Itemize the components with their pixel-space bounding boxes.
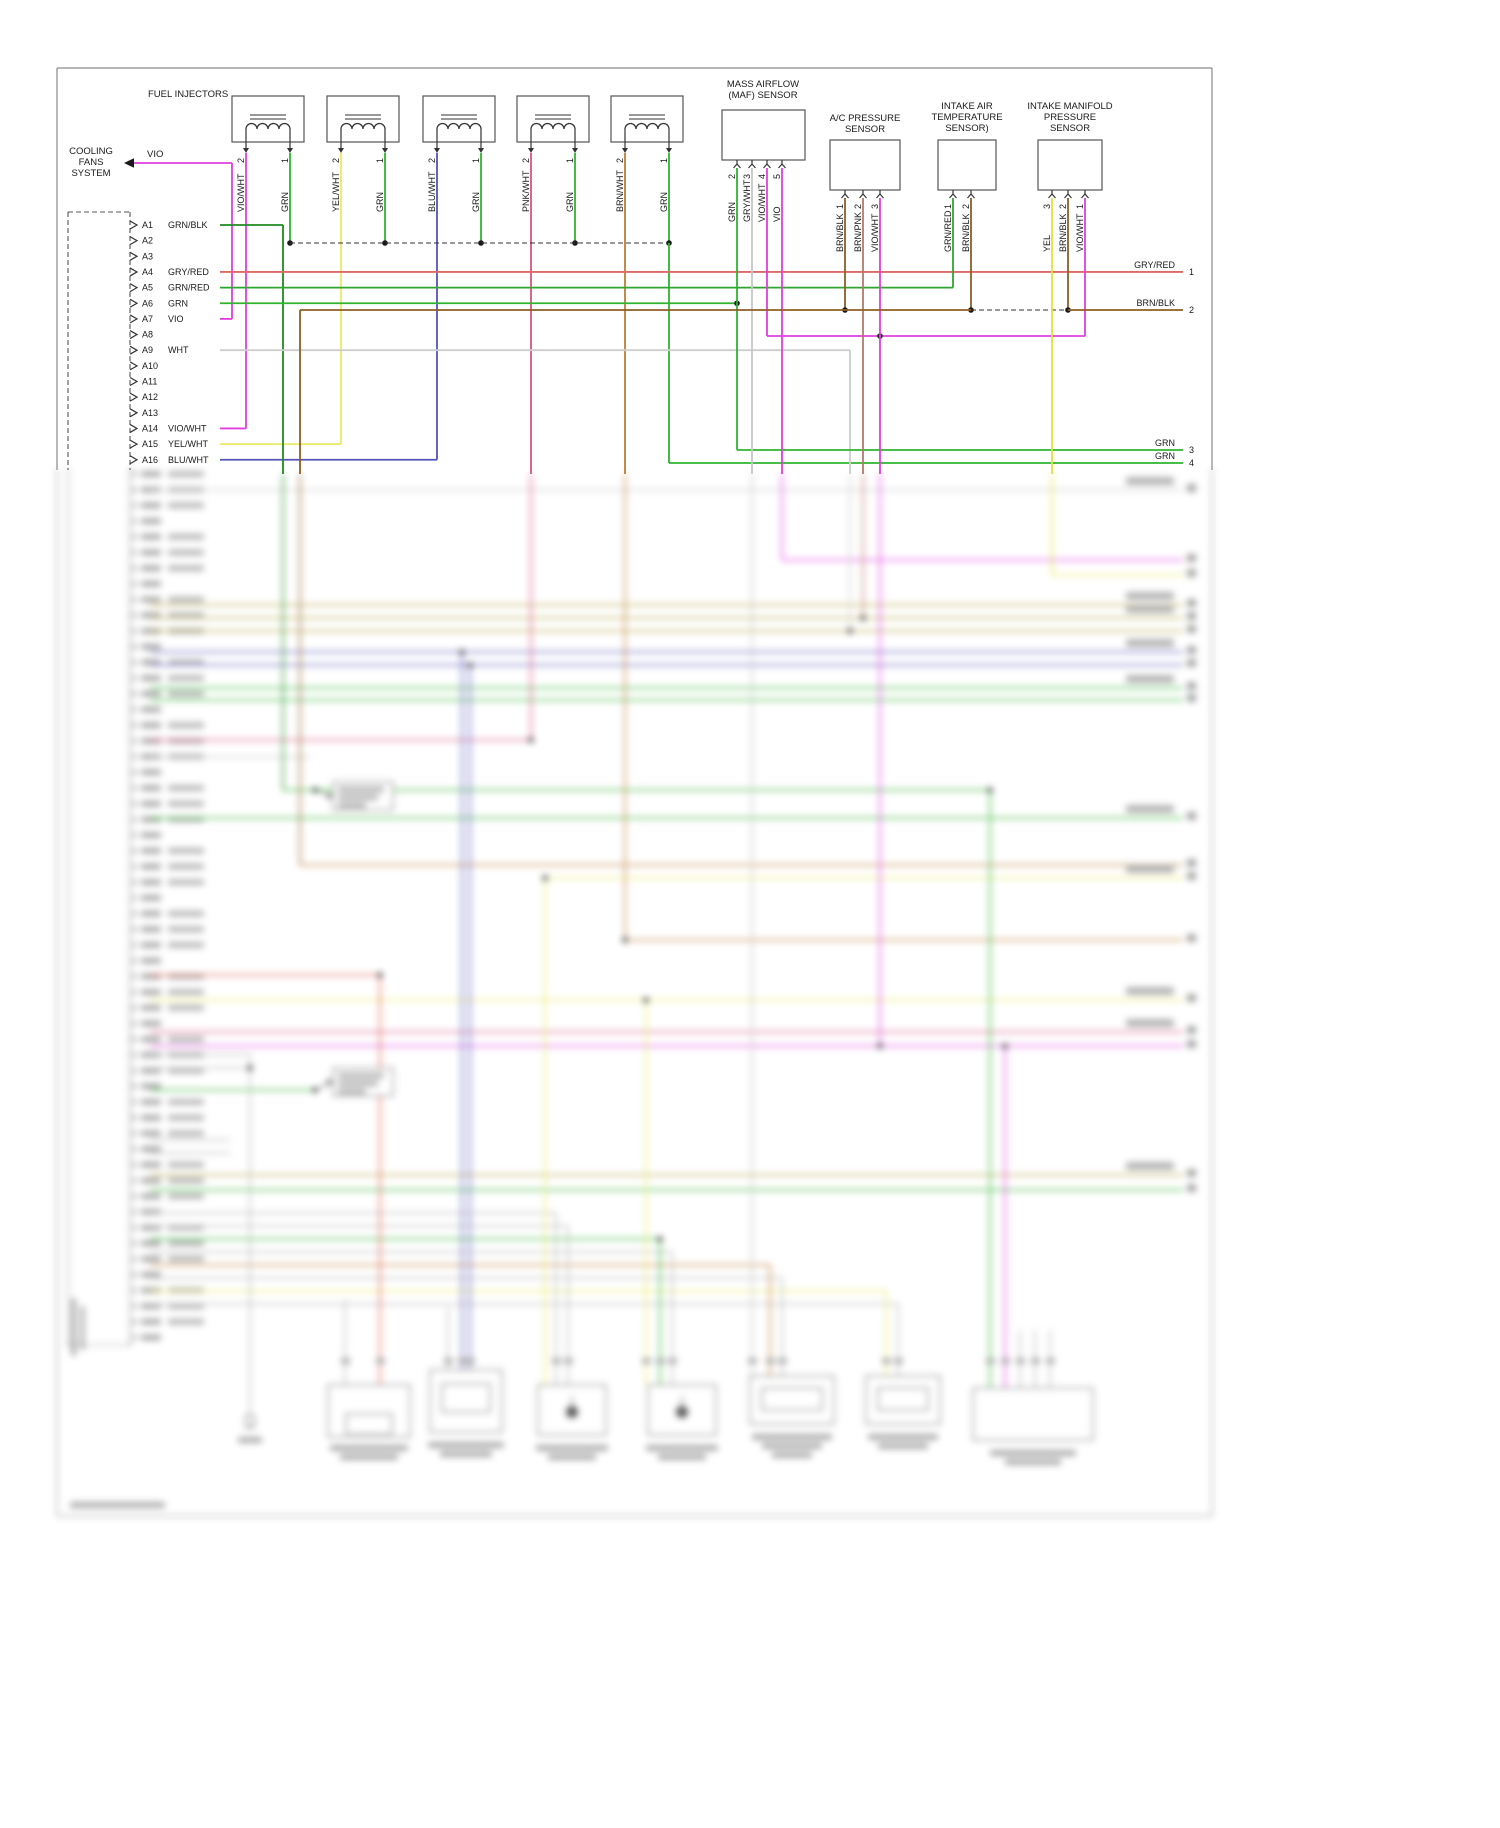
injector-wire-color: BRN/WHT [615,170,625,212]
sensor-pin-number: 1 [943,204,953,209]
cooling-fans-wire-color-label: VIO [147,149,164,160]
right-wire-number-1: 1 [1189,267,1194,277]
sensor-pin-number: 3 [870,204,880,209]
ecm-pin-wire-color: BLU/WHT [168,455,209,465]
blurred-wiring-layer [56,468,1213,1517]
injector-pin-number: 1 [280,158,290,163]
injector-pin-number: 2 [615,158,625,163]
sensor-wire-color: BRN/BLK [835,213,845,252]
ac-pressure-sensor-label: A/C PRESSURE SENSOR [829,113,901,135]
sensor-pin-number: 2 [853,204,863,209]
ecm-pin-label-A11: A11 [142,377,157,387]
sensor-wire-color: YEL [1042,235,1052,252]
injector-wire-color: GRN [471,192,481,212]
right-wire-label-4: GRN [1155,451,1175,461]
sensor-pin-number: 4 [757,174,767,179]
ecm-pin-label-A7: A7 [142,314,153,324]
ecm-pin-label-A9: A9 [142,345,153,355]
ecm-pin-label-A3: A3 [142,251,153,261]
injector-wire-color: YEL/WHT [331,171,341,212]
sensor-wire-color: VIO/WHT [757,183,767,222]
right-wire-number-2: 2 [1189,305,1194,315]
right-wire-label-2: BRN/BLK [1136,298,1175,308]
injector-pin-number: 2 [331,158,341,163]
ecm-pin-label-A5: A5 [142,283,153,293]
sensor-wire-color: VIO/WHT [1075,213,1085,252]
injector-pin-number: 2 [236,158,246,163]
sensor-wire-color: VIO/WHT [870,213,880,252]
intake-manifold-pressure-sensor-label: INTAKE MANIFOLD PRESSURE SENSOR [1027,101,1113,134]
ecm-pin-wire-color: GRN/BLK [168,220,208,230]
intake-air-temp-sensor-box [937,139,997,191]
blurred-lower-diagram [0,468,1500,1828]
injector-pin-number: 2 [521,158,531,163]
injector-wire-color: PNK/WHT [521,170,531,212]
ecm-pin-wire-color: VIO/WHT [168,423,207,433]
sensor-wire-color: GRY/WHT [742,179,752,222]
injector-pin-number: 1 [375,158,385,163]
injector-wire-color: VIO/WHT [236,173,246,212]
sensor-wire-color: GRN/RED [943,210,953,252]
ecm-pin-label-A16: A16 [142,455,158,465]
ecm-pin-label-A13: A13 [142,408,158,418]
injector-wire-color: GRN [659,192,669,212]
ecm-pin-label-A1: A1 [142,220,153,230]
right-wire-number-4: 4 [1189,458,1194,468]
sensor-pin-number: 3 [742,174,752,179]
fuel-injectors-label: FUEL INJECTORS [148,89,229,100]
injector-pin-number: 1 [471,158,481,163]
ecm-pin-label-A10: A10 [142,361,158,371]
sensor-wire-color: BRN/BLK [1058,213,1068,252]
injector-wire-color: GRN [565,192,575,212]
injector-wire-color: BLU/WHT [427,171,437,212]
injector-wire-color: GRN [280,192,290,212]
injector-pin-number: 2 [427,158,437,163]
right-wire-number-3: 3 [1189,445,1194,455]
ecm-pin-label-A6: A6 [142,298,153,308]
ecm-pin-wire-color: GRY/RED [168,267,209,277]
ac-pressure-sensor-box [829,139,901,191]
ecm-pin-wire-color: WHT [168,345,189,355]
sensor-pin-number: 3 [1042,204,1052,209]
ecm-pin-label-A2: A2 [142,236,153,246]
ecm-pin-wire-color: YEL/WHT [168,439,209,449]
right-wire-label-3: GRN [1155,438,1175,448]
maf-sensor-box [721,109,806,161]
sensor-wire-color: BRN/PNK [853,212,863,252]
sensor-pin-number: 2 [961,204,971,209]
ecm-pin-wire-color: GRN/RED [168,283,210,293]
right-wire-label-1: GRY/RED [1134,260,1175,270]
sensor-wire-color: VIO [772,206,782,222]
injector-wire-color: GRN [375,192,385,212]
sensor-pin-number: 1 [1075,204,1085,209]
cooling-fans-system-label: COOLING FANS SYSTEM [69,146,113,179]
sensor-wire-color: BRN/BLK [961,213,971,252]
ecm-pin-wire-color: VIO [168,314,184,324]
intake-air-temp-sensor-label: INTAKE AIR TEMPERATURE SENSOR) [931,101,1003,134]
sensor-wire-color: GRN [727,202,737,222]
sensor-pin-number: 1 [835,204,845,209]
injector-pin-number: 1 [565,158,575,163]
ecm-pin-wire-color: GRN [168,298,188,308]
sensor-pin-number: 2 [1058,204,1068,209]
ecm-pin-label-A15: A15 [142,439,158,449]
ecm-pin-label-A4: A4 [142,267,153,277]
ecm-pin-label-A14: A14 [142,423,158,433]
injector-pin-number: 1 [659,158,669,163]
ecm-pin-label-A12: A12 [142,392,158,402]
sensor-pin-number: 5 [772,174,782,179]
ecm-pin-label-A8: A8 [142,330,153,340]
intake-manifold-pressure-sensor-box [1037,139,1103,191]
maf-sensor-label: MASS AIRFLOW (MAF) SENSOR [726,79,800,101]
sensor-pin-number: 2 [727,174,737,179]
